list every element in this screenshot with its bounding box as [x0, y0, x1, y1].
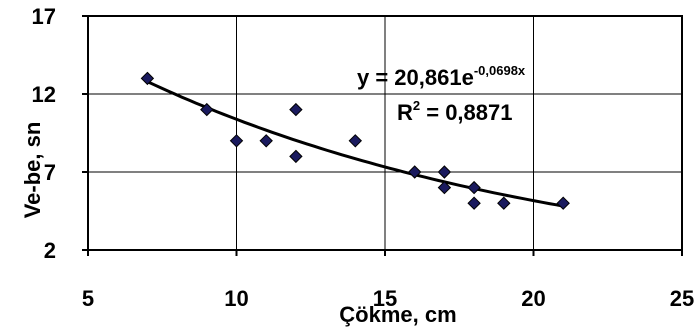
r-squared-value: = 0,8871 — [420, 100, 512, 125]
r-squared-superscript: 2 — [413, 98, 420, 113]
data-point — [259, 134, 273, 148]
data-point — [140, 71, 155, 86]
data-point — [437, 180, 452, 195]
data-point — [437, 165, 452, 179]
data-point — [200, 102, 214, 117]
equation-prefix: y = 20,861e — [357, 65, 474, 90]
y-tick-label: 7 — [44, 160, 56, 185]
y-tick-label: 12 — [32, 82, 56, 107]
r-squared-prefix: R — [397, 100, 413, 125]
data-point — [497, 196, 511, 210]
x-tick-label: 5 — [82, 286, 94, 311]
data-point — [467, 196, 481, 210]
y-tick-label: 17 — [32, 4, 56, 29]
trendline-group — [146, 80, 564, 208]
y-tick-labels: 2 7 12 17 — [32, 4, 88, 263]
data-point — [467, 180, 481, 195]
data-point — [407, 165, 422, 179]
grid-lines — [88, 16, 682, 250]
x-tick-label: 25 — [670, 286, 694, 311]
data-point — [289, 102, 303, 117]
equation-exponent: -0,0698x — [474, 63, 526, 78]
x-tick-label: 20 — [521, 286, 545, 311]
data-point — [229, 134, 244, 148]
x-tick-label: 15 — [373, 286, 397, 311]
exponential-trendline — [146, 80, 564, 208]
r-squared-label: R2 = 0,8871 — [397, 98, 513, 125]
equation-label: y = 20,861e-0,0698x — [357, 63, 526, 90]
data-point — [556, 196, 570, 210]
y-axis-title: Ve-be, sn — [20, 122, 45, 219]
data-points-group — [140, 71, 570, 210]
x-tick-label: 10 — [224, 286, 248, 311]
data-point — [289, 149, 303, 164]
y-tick-label: 2 — [44, 238, 56, 263]
data-point — [348, 134, 363, 148]
x-tick-labels: 5 10 15 20 25 — [82, 250, 694, 311]
x-axis-title: Çökme, cm — [339, 302, 456, 327]
